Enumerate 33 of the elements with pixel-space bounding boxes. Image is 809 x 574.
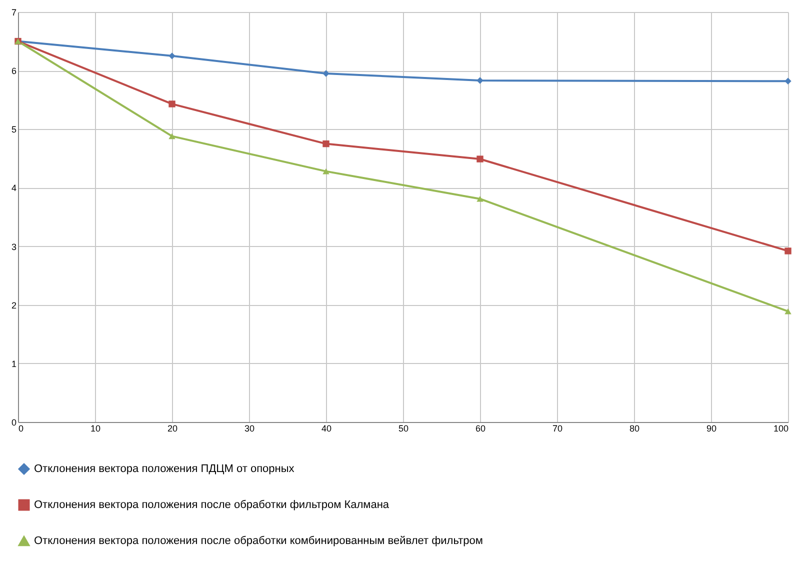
x-tick-label: 70	[552, 424, 563, 434]
x-tick-label: 90	[706, 424, 717, 434]
point	[322, 168, 330, 174]
y-tick-label: 6	[11, 66, 16, 76]
point	[168, 133, 176, 140]
point	[476, 196, 484, 202]
x-tick-label: 0	[18, 424, 24, 434]
point	[322, 70, 330, 77]
x-tick-label: 40	[321, 424, 332, 434]
point	[784, 78, 792, 84]
point	[322, 140, 330, 148]
y-tick-label: 7	[11, 8, 16, 18]
y-tick-label: 3	[11, 242, 16, 252]
point	[476, 77, 484, 84]
x-tick-label: 60	[475, 424, 486, 434]
point	[784, 248, 792, 254]
legend-label: Отклонения вектора положения после обработки фильтром Калмана	[34, 499, 390, 511]
x-tick-label: 50	[398, 424, 409, 434]
x-tick-label: 30	[244, 424, 255, 434]
x-tick-label: 10	[90, 424, 101, 434]
x-tick-label: 100	[773, 424, 788, 434]
y-tick-label: 2	[11, 300, 16, 310]
x-tick-label: 80	[629, 424, 640, 434]
point	[168, 52, 176, 60]
x-tick-label: 20	[167, 424, 178, 434]
y-tick-label: 4	[11, 183, 16, 194]
point	[476, 156, 484, 162]
y-tick-label: 5	[11, 124, 16, 135]
point	[168, 100, 176, 108]
y-tick-label: 1	[11, 358, 16, 369]
point	[784, 308, 792, 314]
legend-label: Отклонения вектора положения после обработки комбинированным вейвлет фильтром	[34, 535, 483, 547]
legend-label: Отклонения вектора положения ПДЦМ от опорных	[34, 463, 295, 475]
